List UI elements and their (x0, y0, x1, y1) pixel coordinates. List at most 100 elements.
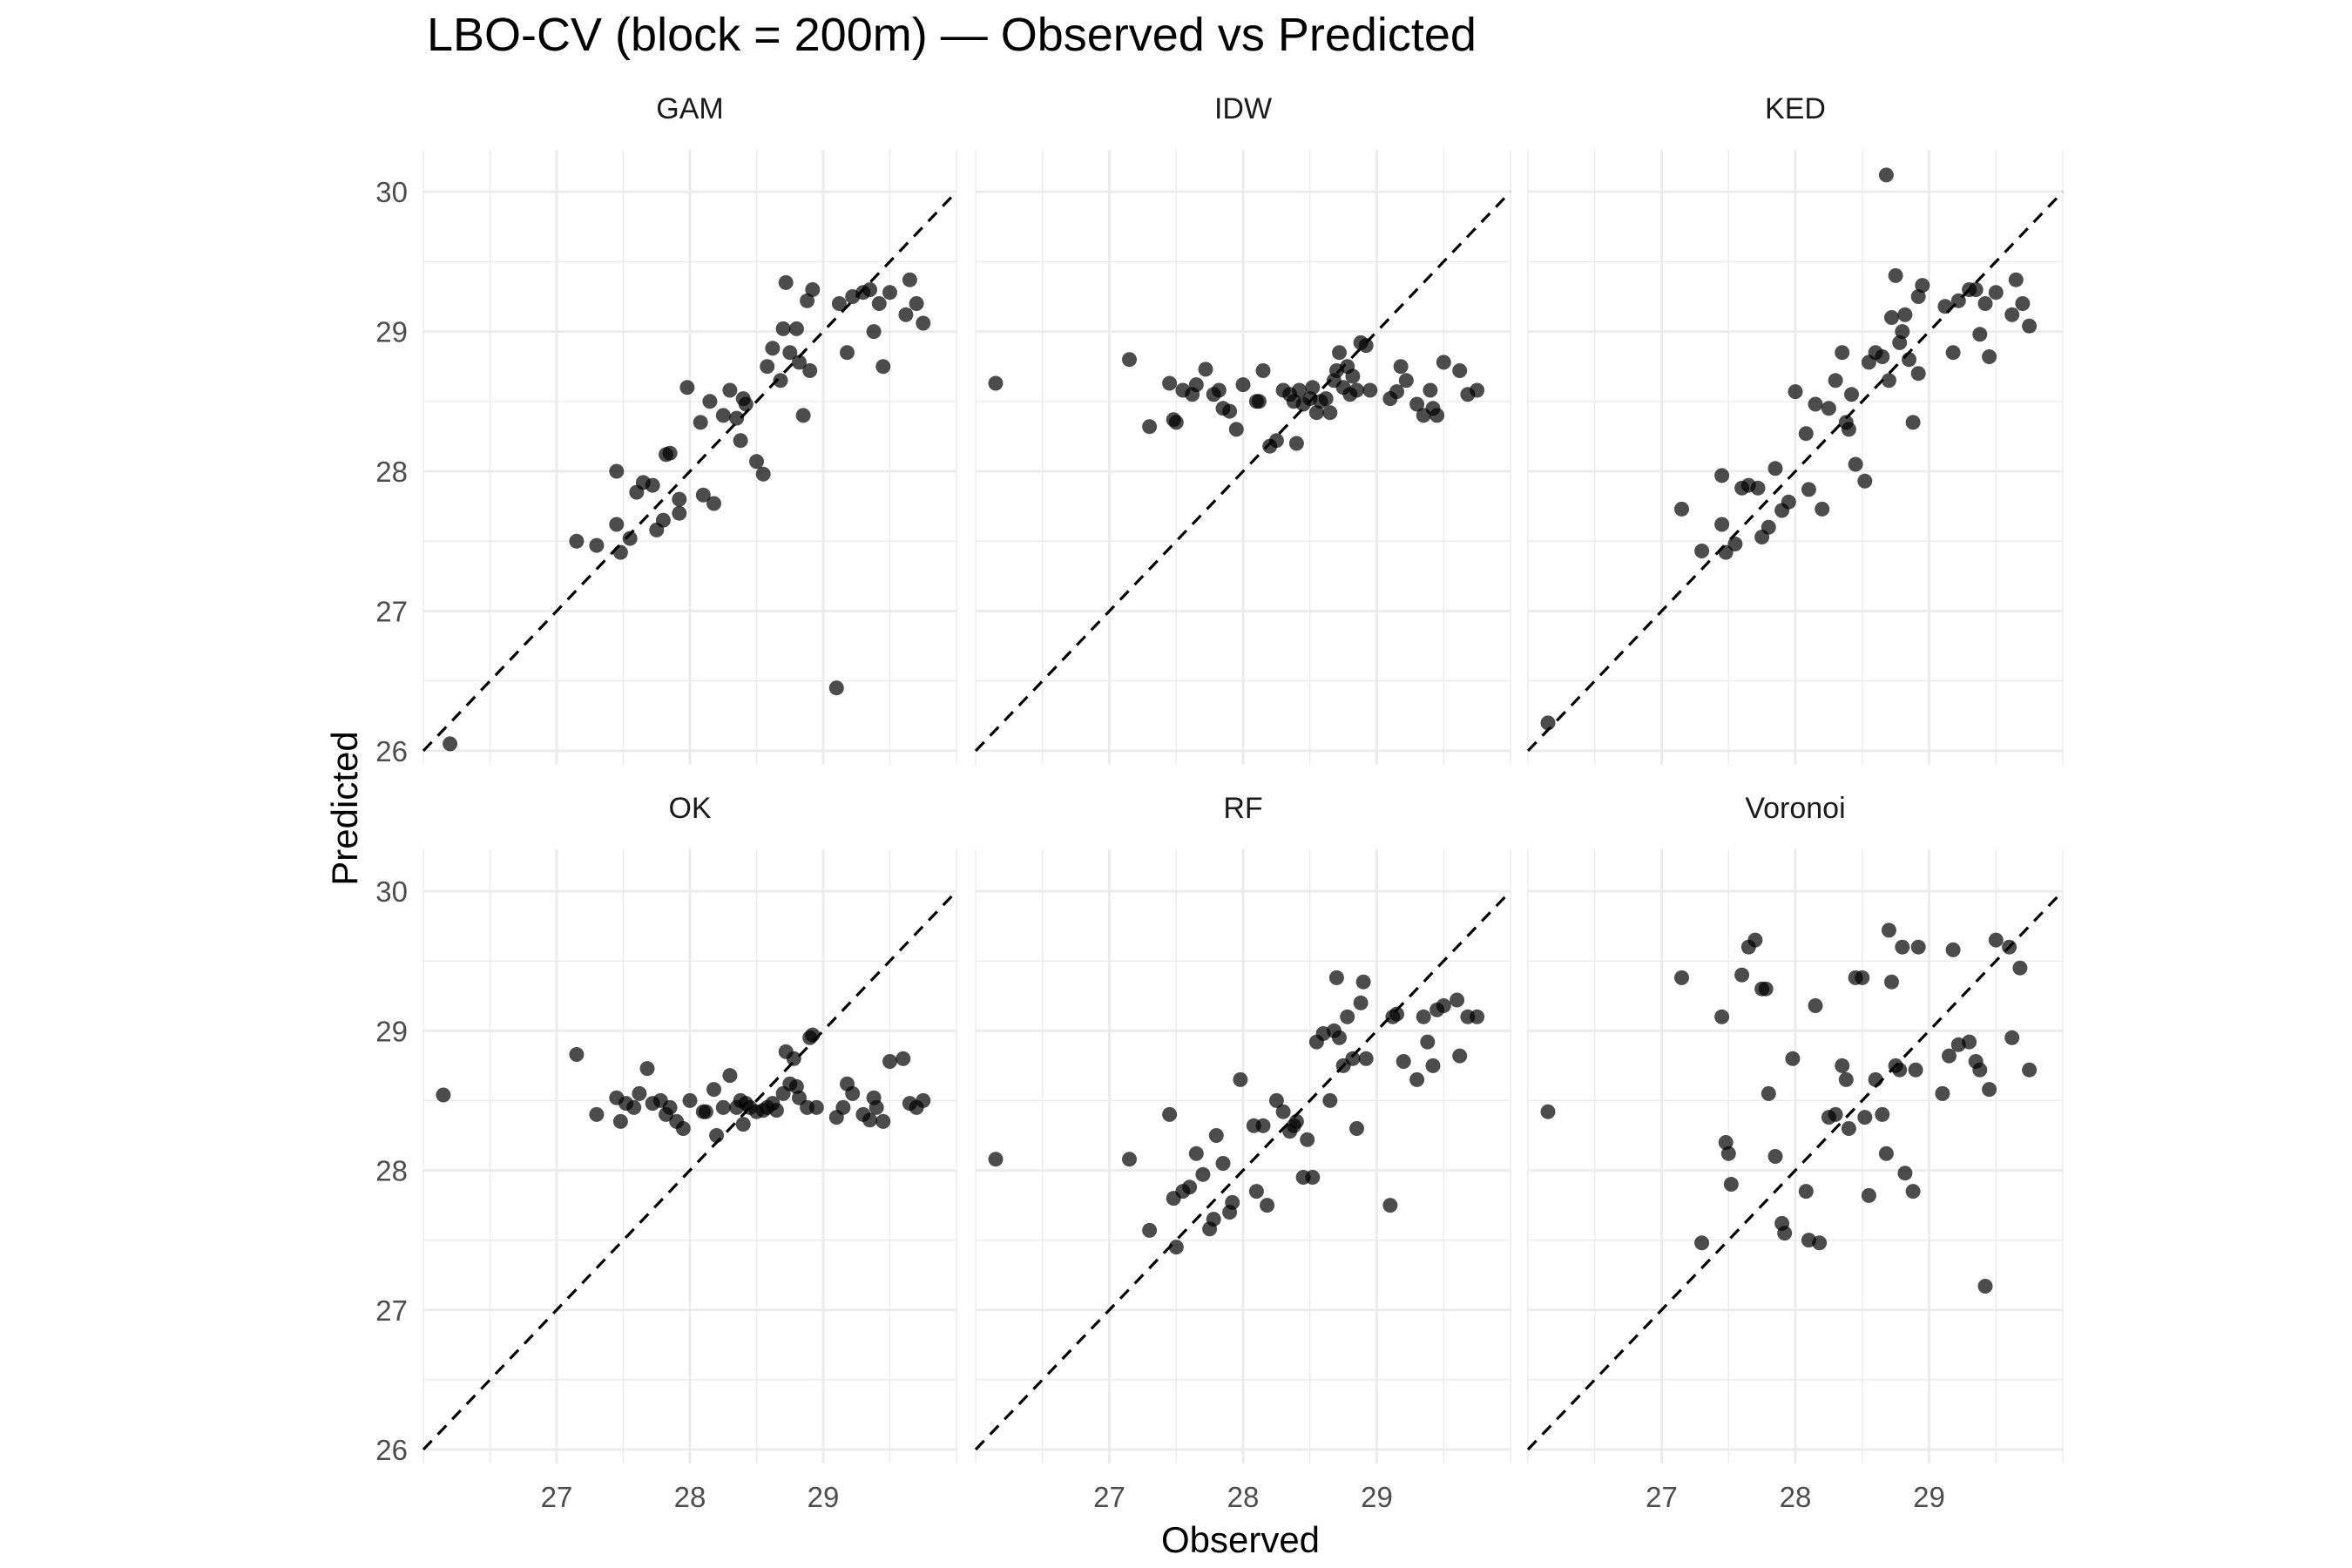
data-point (1674, 501, 1689, 517)
data-point (1470, 1009, 1485, 1024)
data-point (569, 1047, 585, 1062)
data-point (866, 324, 882, 340)
facet-label-voronoi: Voronoi (1745, 792, 1845, 825)
y-tick-label: 29 (375, 316, 408, 348)
data-point (436, 1087, 451, 1103)
data-point (1182, 1179, 1198, 1195)
data-point (662, 445, 678, 461)
data-point (1332, 1030, 1347, 1045)
data-point (1235, 377, 1251, 393)
data-point (1674, 970, 1689, 985)
data-point (840, 345, 855, 361)
data-point (1355, 974, 1371, 990)
data-point (845, 1085, 861, 1101)
data-point (1723, 1177, 1739, 1192)
data-point (1841, 422, 1856, 437)
data-point (1835, 345, 1850, 361)
data-point (1884, 310, 1899, 325)
data-point (1848, 456, 1863, 472)
data-point (1905, 415, 1921, 430)
data-point (1857, 1110, 1873, 1125)
x-tick-label: 29 (1361, 1481, 1393, 1513)
data-point (1935, 1085, 1950, 1101)
data-point (1972, 1062, 1988, 1078)
data-point (1828, 1106, 1843, 1122)
data-point (1362, 382, 1378, 398)
data-point (2022, 318, 2038, 334)
data-point (1968, 282, 1984, 297)
data-point (698, 1104, 713, 1119)
data-point (609, 463, 625, 479)
data-point (755, 466, 771, 482)
data-point (609, 517, 625, 532)
data-point (1988, 932, 2004, 948)
data-point (1910, 289, 1926, 304)
data-point (1340, 1009, 1355, 1024)
data-point (612, 1113, 628, 1129)
data-point (1188, 377, 1204, 393)
data-point (1255, 1118, 1271, 1133)
data-point (1808, 998, 1823, 1013)
data-point (729, 410, 745, 426)
data-point (788, 321, 804, 336)
panel-idw: IDW (974, 92, 1512, 765)
data-point (795, 408, 811, 423)
data-point (1982, 349, 1997, 364)
data-point (715, 1099, 731, 1115)
x-tick-label: 28 (674, 1481, 706, 1513)
data-point (1429, 408, 1445, 423)
data-point (1288, 1113, 1304, 1129)
data-point (626, 1099, 642, 1115)
data-point (738, 396, 754, 412)
identity-line (422, 191, 958, 753)
data-point (1915, 278, 1930, 294)
y-tick-label: 29 (375, 1015, 408, 1047)
facet-label-idw: IDW (1214, 92, 1272, 125)
data-point (662, 1099, 678, 1115)
data-point (835, 1099, 851, 1115)
facet-label-ok: OK (668, 792, 711, 825)
facet-label-rf: RF (1223, 792, 1262, 825)
data-point (792, 355, 807, 370)
data-point (1808, 396, 1823, 412)
data-point (875, 1113, 891, 1129)
data-point (909, 296, 924, 311)
data-point (988, 375, 1004, 391)
data-point (1937, 299, 1953, 314)
data-point (1452, 363, 1468, 378)
data-point (1777, 1226, 1793, 1241)
data-point (1168, 1240, 1184, 1255)
data-point (1142, 419, 1158, 435)
data-point (1881, 373, 1896, 389)
data-point (1353, 995, 1369, 1010)
data-point (1884, 974, 1899, 990)
panel-voronoi: Voronoi (1526, 792, 2065, 1463)
data-point (1398, 373, 1414, 389)
data-point (768, 1103, 784, 1119)
data-point (443, 736, 458, 752)
panel-gam: GAM (422, 92, 958, 765)
data-point (831, 296, 847, 311)
identity-line (974, 889, 1512, 1451)
identity-line (1526, 889, 2065, 1451)
data-point (775, 321, 791, 336)
data-point (1268, 1092, 1284, 1108)
data-point (1345, 1051, 1361, 1066)
data-point (1897, 307, 1913, 322)
y-axis-title: Predicted (324, 731, 365, 885)
data-point (1972, 327, 1988, 342)
data-point (1727, 537, 1743, 551)
data-point (1470, 382, 1485, 398)
data-point (1714, 1009, 1730, 1024)
data-point (1349, 382, 1364, 398)
data-point (1761, 519, 1776, 535)
data-point (1452, 1048, 1468, 1064)
data-point (765, 341, 781, 356)
data-point (1861, 1187, 1876, 1203)
data-point (1292, 382, 1307, 398)
data-point (1540, 1104, 1556, 1119)
data-point (1895, 939, 1910, 955)
data-point (1855, 970, 1870, 985)
data-point (1942, 1048, 1957, 1064)
data-point (1982, 1082, 1997, 1098)
